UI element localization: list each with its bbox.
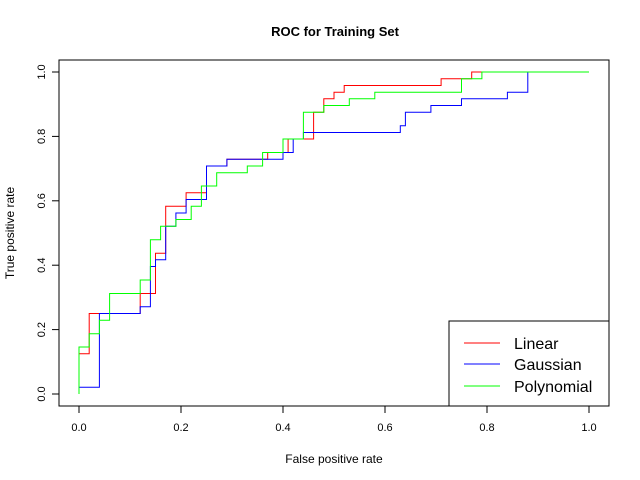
y-tick-label: 0.0 bbox=[36, 386, 48, 401]
chart-title: ROC for Training Set bbox=[271, 24, 400, 39]
series-line-gaussian bbox=[78, 71, 589, 394]
y-axis: 0.0 0.2 0.4 0.6 0.8 1.0 bbox=[36, 64, 60, 402]
x-tick-label: 1.0 bbox=[581, 422, 596, 434]
y-tick-label: 1.0 bbox=[36, 64, 48, 79]
legend-label-linear: Linear bbox=[514, 336, 559, 353]
x-tick-label: 0.6 bbox=[377, 422, 392, 434]
x-tick-label: 0.0 bbox=[71, 422, 86, 434]
x-tick-label: 0.2 bbox=[173, 422, 188, 434]
series-group bbox=[78, 71, 589, 394]
legend-label-polynomial: Polynomial bbox=[514, 379, 592, 396]
legend-label-gaussian: Gaussian bbox=[514, 357, 582, 374]
y-tick-label: 0.6 bbox=[36, 193, 48, 208]
legend: Linear Gaussian Polynomial bbox=[448, 320, 610, 407]
y-tick-label: 0.2 bbox=[36, 322, 48, 337]
series-line-polynomial bbox=[78, 71, 589, 394]
x-tick-label: 0.4 bbox=[275, 422, 290, 434]
x-tick-label: 0.8 bbox=[479, 422, 494, 434]
y-axis-label: True positive rate bbox=[3, 187, 17, 280]
y-tick-label: 0.4 bbox=[36, 258, 48, 273]
x-axis-label: False positive rate bbox=[285, 452, 383, 466]
y-tick-label: 0.8 bbox=[36, 129, 48, 144]
